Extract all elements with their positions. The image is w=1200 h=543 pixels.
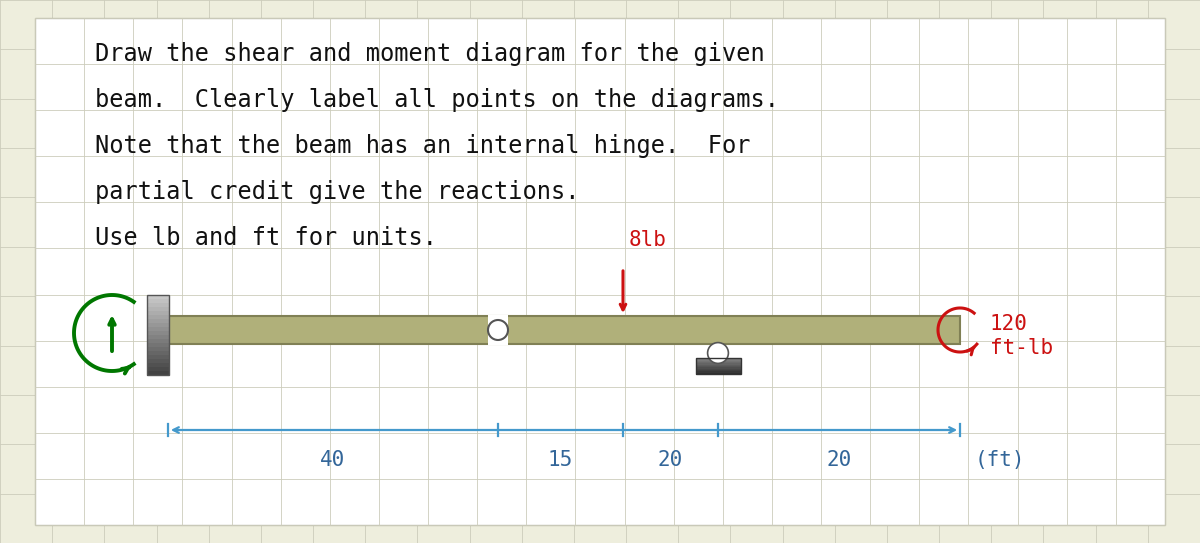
Bar [696, 363, 742, 365]
Bar [696, 365, 742, 367]
Bar [148, 295, 169, 300]
Bar [696, 358, 742, 374]
Bar [148, 303, 169, 307]
Bar [148, 319, 169, 324]
Circle shape [488, 320, 508, 340]
Text: 8lb: 8lb [629, 230, 667, 250]
Text: 120
ft-lb: 120 ft-lb [990, 314, 1054, 358]
Bar [148, 331, 169, 336]
Bar [488, 315, 508, 345]
Bar [696, 369, 742, 370]
Bar [148, 327, 169, 331]
Bar [696, 362, 742, 364]
Bar [148, 299, 169, 304]
Text: beam.  Clearly label all points on the diagrams.: beam. Clearly label all points on the di… [95, 88, 779, 112]
Bar [148, 323, 169, 327]
Text: 20: 20 [827, 450, 852, 470]
Circle shape [708, 343, 728, 363]
Bar [148, 363, 169, 368]
Text: Note that the beam has an internal hinge.  For: Note that the beam has an internal hinge… [95, 134, 750, 158]
Bar [148, 347, 169, 351]
Bar [696, 372, 742, 375]
Text: (ft): (ft) [974, 450, 1026, 470]
Text: partial credit give the reactions.: partial credit give the reactions. [95, 180, 580, 204]
Text: Use lb and ft for units.: Use lb and ft for units. [95, 226, 437, 250]
Bar [696, 371, 742, 373]
Text: 20: 20 [658, 450, 683, 470]
Bar [148, 335, 169, 339]
Bar [696, 367, 742, 369]
Bar [148, 355, 169, 359]
Bar [696, 358, 742, 360]
Bar [696, 366, 742, 368]
Bar [696, 361, 742, 363]
Bar [696, 370, 742, 372]
Bar [148, 351, 169, 356]
Bar [148, 343, 169, 348]
Text: 40: 40 [320, 450, 346, 470]
Bar [696, 359, 742, 361]
Bar [148, 359, 169, 363]
Text: Draw the shear and moment diagram for the given: Draw the shear and moment diagram for th… [95, 42, 764, 66]
Bar [148, 371, 169, 376]
Bar [148, 315, 169, 319]
Bar [148, 295, 169, 375]
Bar [148, 311, 169, 315]
Text: 15: 15 [547, 450, 572, 470]
Bar [168, 316, 960, 344]
Bar [148, 339, 169, 344]
Bar [148, 307, 169, 312]
Bar [148, 367, 169, 371]
